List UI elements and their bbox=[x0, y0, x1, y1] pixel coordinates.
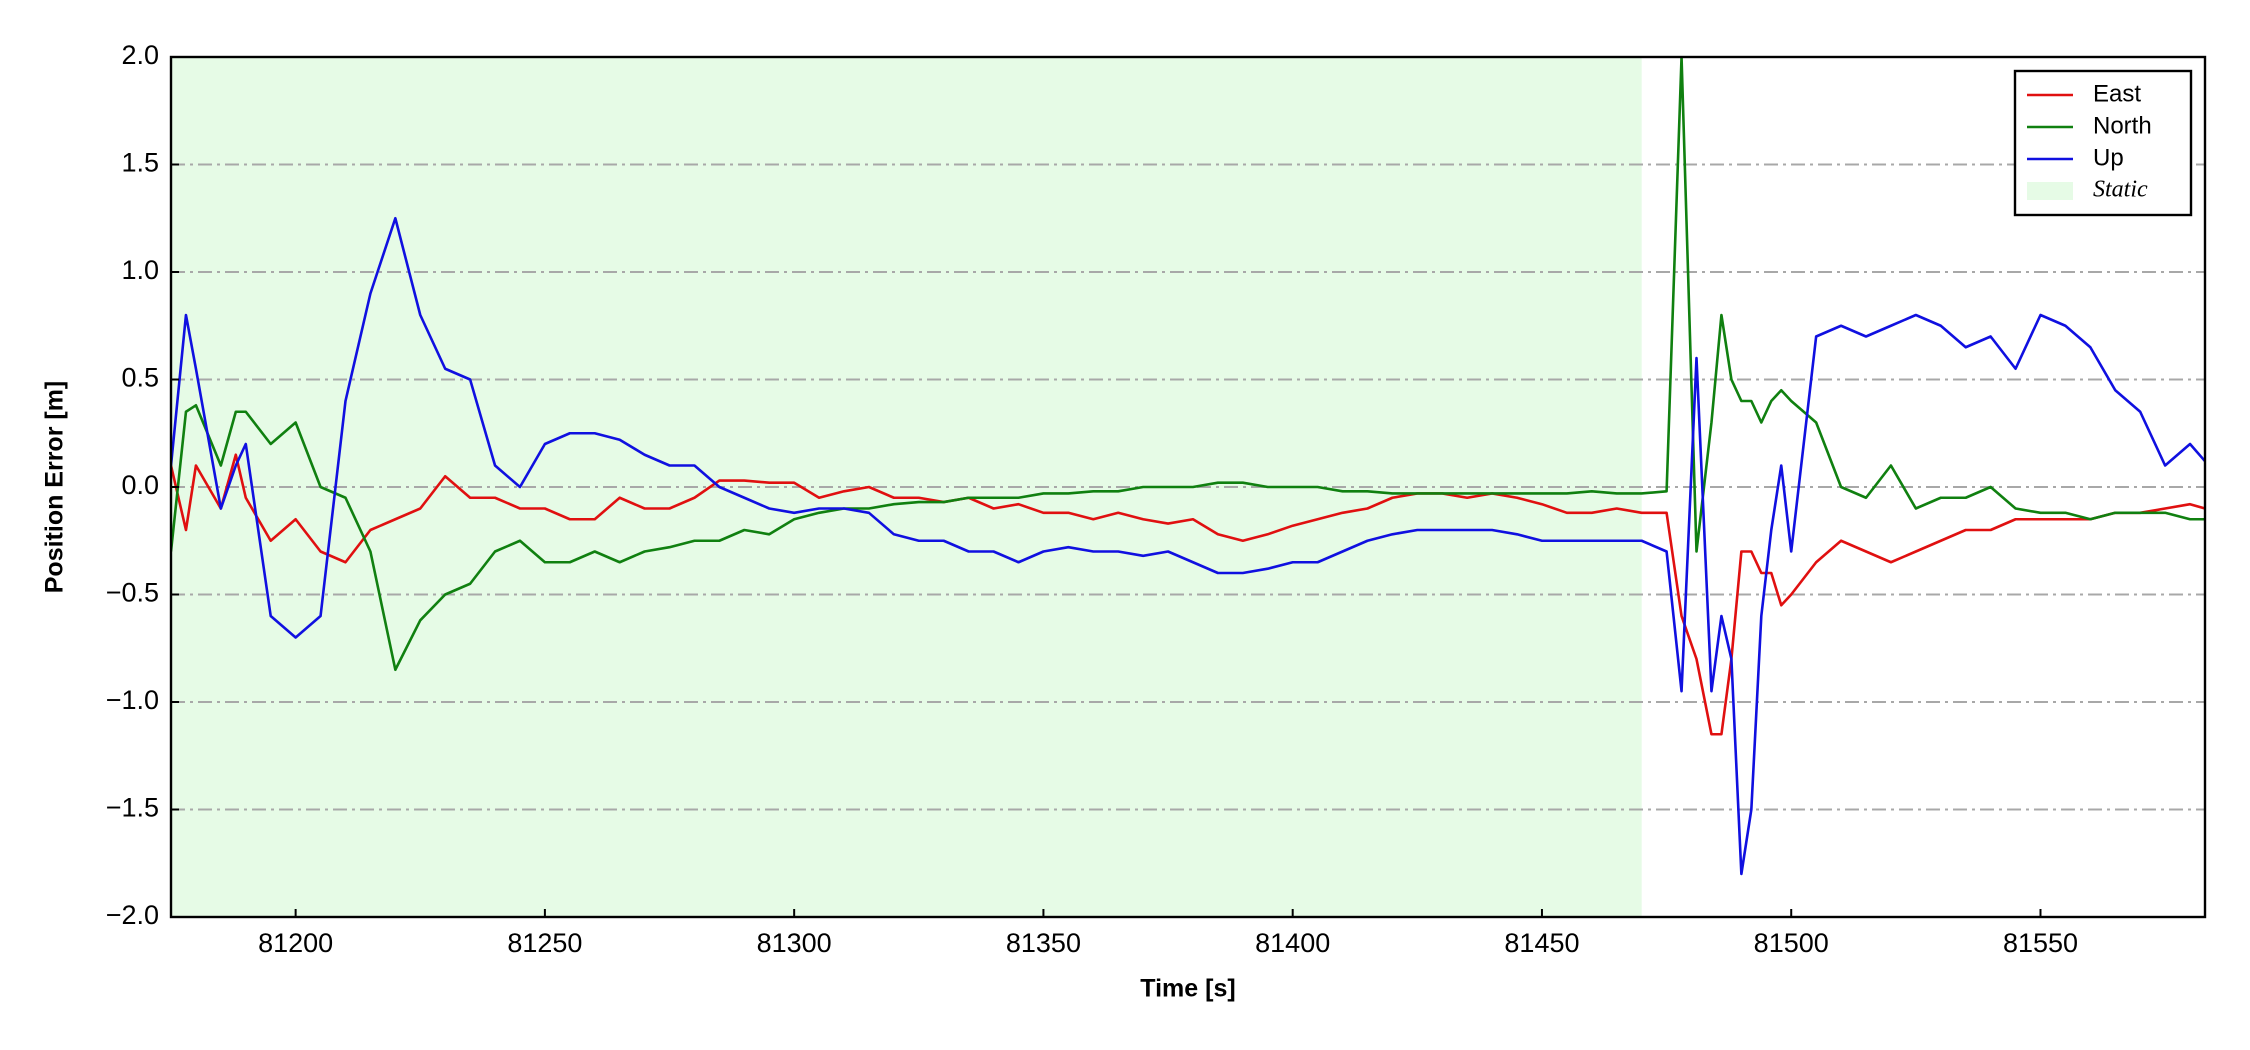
lines-layer bbox=[171, 57, 2205, 876]
x-tick-label: 81550 bbox=[2003, 928, 2078, 958]
y-tick-label: −2.0 bbox=[106, 900, 159, 930]
x-tick-label: 81450 bbox=[1504, 928, 1579, 958]
x-tick-label: 81200 bbox=[258, 928, 333, 958]
x-tick-label: 81300 bbox=[757, 928, 832, 958]
x-tick-label: 81500 bbox=[1754, 928, 1829, 958]
x-tick-label: 81400 bbox=[1255, 928, 1330, 958]
series-line bbox=[171, 453, 2205, 736]
y-tick-label: 1.5 bbox=[121, 148, 159, 178]
legend-label: Static bbox=[2093, 177, 2148, 203]
axes-layer: −2.0 −1.5 −1.0 −0.5 0.0 0.5 1.0 1.5 2.0 81200 8125… bbox=[106, 40, 2207, 958]
y-tick-label: 1.0 bbox=[121, 255, 159, 285]
x-axis-label: Time [s] bbox=[1140, 975, 1235, 1003]
series-line bbox=[171, 57, 2205, 672]
y-tick-label: −1.5 bbox=[106, 793, 159, 823]
y-axis-label: Position Error [m] bbox=[41, 381, 69, 594]
y-tick-label: −0.5 bbox=[106, 578, 159, 608]
x-tick-label: 81350 bbox=[1006, 928, 1081, 958]
y-tick-label: 0.5 bbox=[121, 363, 159, 393]
x-tick-label: 81250 bbox=[507, 928, 582, 958]
legend-label: East bbox=[2093, 80, 2141, 107]
legend-label: Up bbox=[2093, 144, 2124, 171]
legend: East North Up Static bbox=[2013, 69, 2193, 217]
legend-swatch bbox=[2027, 182, 2073, 200]
y-tick-label: −1.0 bbox=[106, 685, 159, 715]
plot-frame bbox=[169, 55, 2207, 919]
y-tick-label: 0.0 bbox=[121, 470, 159, 500]
series-line bbox=[171, 216, 2205, 876]
y-tick-label: 2.0 bbox=[121, 40, 159, 70]
legend-label: North bbox=[2093, 112, 2152, 139]
